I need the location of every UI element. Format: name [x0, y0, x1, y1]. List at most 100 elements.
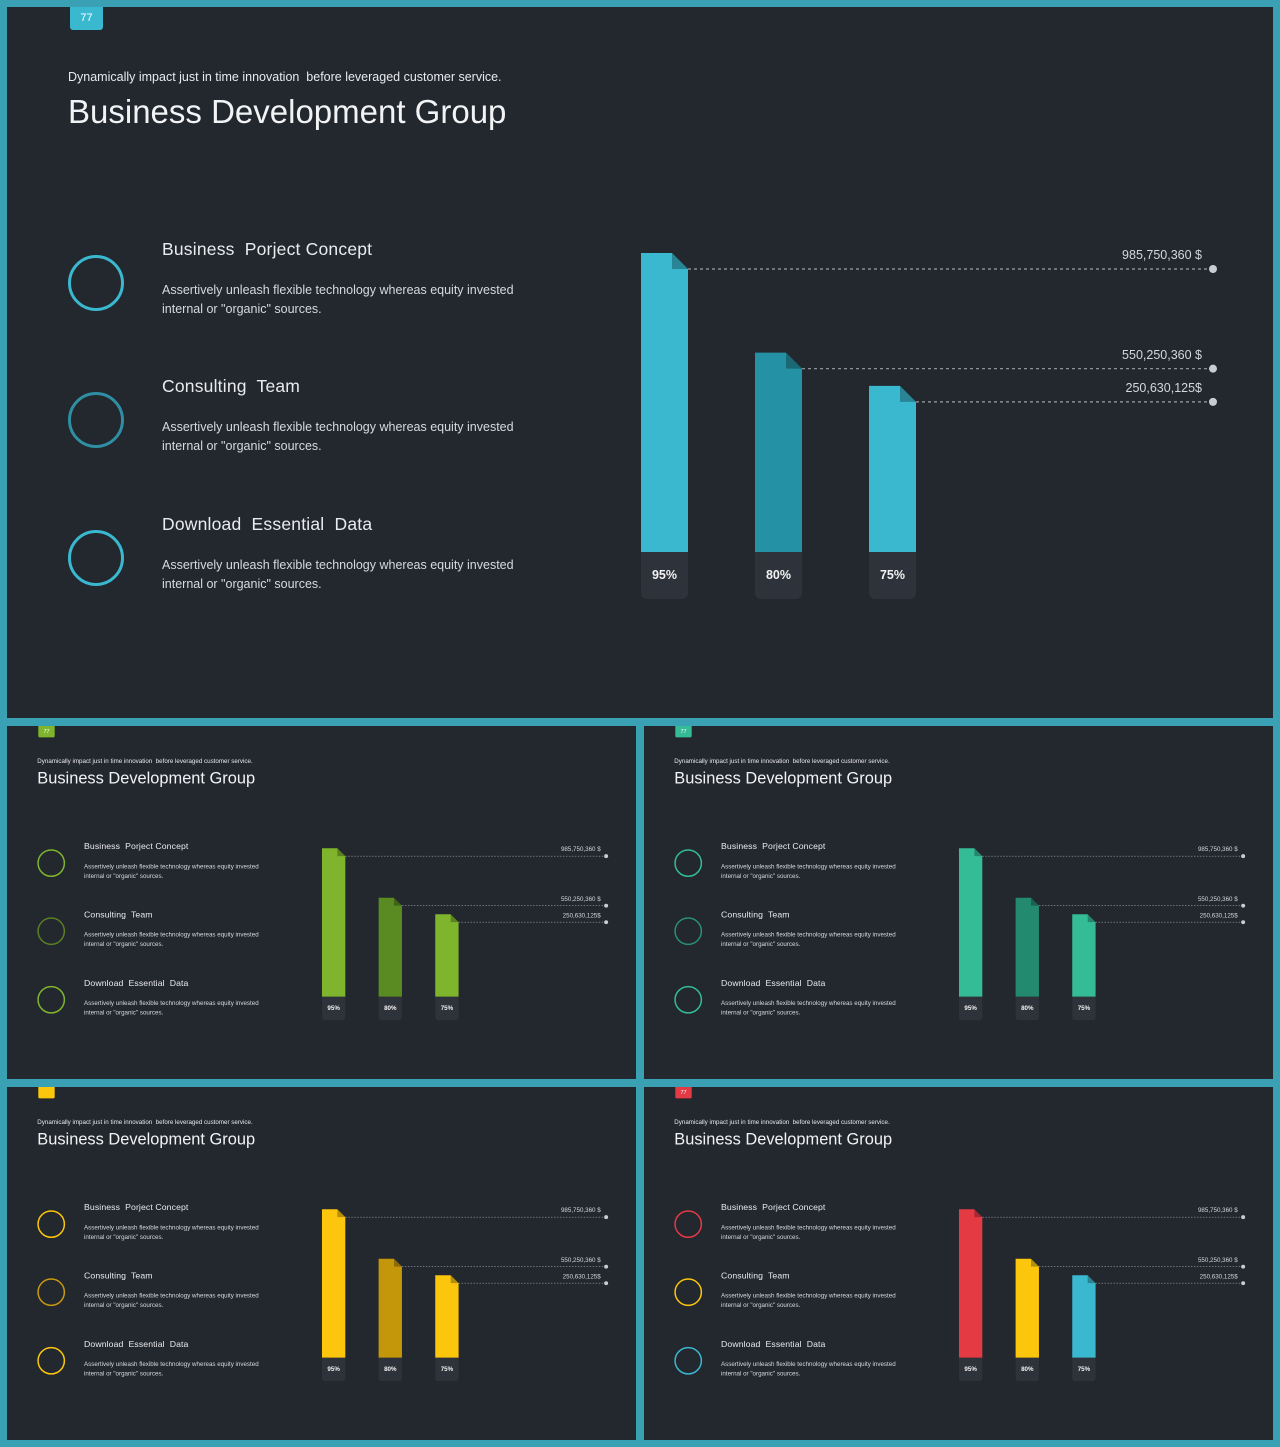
circle-icon — [674, 985, 703, 1014]
bar-percent-label: 75% — [1072, 996, 1096, 1021]
slide-title: Business Development Group — [68, 93, 507, 130]
item-title: Business Porject Concept — [84, 841, 189, 852]
value-label: 250,630,125$ — [1125, 380, 1202, 395]
circle-icon — [37, 1346, 66, 1375]
item-title: Download Essential Data — [162, 514, 373, 534]
slide-title: Business Development Group — [674, 768, 893, 788]
slide-number-badge — [38, 1087, 55, 1099]
item-title: Business Porject Concept — [721, 841, 826, 852]
slide-number-badge: 77 — [675, 1087, 692, 1099]
item-description: Assertively unleash flexible technology … — [84, 1360, 259, 1378]
bar-fold — [900, 385, 916, 402]
bar-percent-label: 95% — [321, 1357, 346, 1382]
bar-percent-label: 80% — [378, 996, 402, 1021]
slide-thumb-teal[interactable]: 77 Dynamically impact just in time innov… — [644, 726, 1273, 1079]
bar — [435, 1275, 459, 1358]
bar-fold — [1031, 1258, 1039, 1267]
item-title: Consulting Team — [721, 1270, 790, 1281]
bar-fold — [337, 848, 346, 857]
item-title: Consulting Team — [84, 1270, 153, 1281]
circle-icon — [37, 1278, 66, 1307]
bar-percent-label: 75% — [435, 996, 459, 1021]
bar — [378, 897, 402, 997]
value-label: 250,630,125$ — [1199, 911, 1238, 919]
bar-fold — [672, 253, 688, 269]
bar — [869, 385, 916, 552]
item-title: Consulting Team — [721, 909, 790, 920]
list-item-business-concept: Business Porject Concept Assertively unl… — [37, 1202, 295, 1247]
slide-title: Business Development Group — [674, 1129, 893, 1149]
leader-dot — [1241, 920, 1246, 925]
bar-fold — [974, 848, 983, 857]
bar — [1072, 1275, 1096, 1358]
slide-thumb-green[interactable]: 77 Dynamically impact just in time innov… — [7, 726, 636, 1079]
value-label: 250,630,125$ — [562, 911, 601, 919]
bar-chart — [958, 848, 1246, 997]
value-label: 550,250,360 $ — [1197, 895, 1238, 903]
list-item-download-data: Download Essential Data Assertively unle… — [68, 514, 588, 603]
list-item-business-concept: Business Porject Concept Assertively unl… — [68, 239, 588, 328]
item-description: Assertively unleash flexible technology … — [162, 420, 514, 453]
bar-fold — [450, 1275, 459, 1284]
item-title: Consulting Team — [162, 376, 301, 396]
bar-fold — [337, 1209, 346, 1218]
circle-icon — [674, 917, 703, 946]
bar — [321, 1209, 346, 1358]
item-description: Assertively unleash flexible technology … — [162, 558, 514, 591]
list-item-consulting-team: Consulting Team Assertively unleash flex… — [674, 1270, 932, 1315]
value-label: 985,750,360 $ — [1197, 1206, 1238, 1214]
slide-number-badge: 77 — [675, 726, 692, 738]
bar-percent-label: 75% — [1072, 1357, 1096, 1382]
slide-main[interactable]: 77 Dynamically impact just in time innov… — [7, 7, 1273, 718]
leader-dot — [604, 1281, 609, 1286]
item-description: Assertively unleash flexible technology … — [84, 999, 259, 1017]
value-label: 550,250,360 $ — [560, 895, 601, 903]
leader-dot — [1241, 903, 1246, 908]
bar-fold — [1087, 1275, 1096, 1284]
list-item-business-concept: Business Porject Concept Assertively unl… — [674, 1202, 932, 1247]
leader-dot — [604, 903, 609, 908]
bar — [641, 253, 688, 552]
bar-chart — [321, 848, 609, 997]
value-label: 985,750,360 $ — [560, 845, 601, 853]
value-label: 985,750,360 $ — [1197, 845, 1238, 853]
bar-fold — [786, 352, 802, 369]
bar-percent-label: 75% — [869, 552, 916, 599]
item-description: Assertively unleash flexible technology … — [721, 931, 896, 948]
circle-icon — [37, 985, 66, 1014]
bar-percent-label: 80% — [1015, 1357, 1039, 1382]
slide-thumb-multicolor[interactable]: 77 Dynamically impact just in time innov… — [644, 1087, 1273, 1440]
leader-dot — [604, 854, 609, 859]
list-item-business-concept: Business Porject Concept Assertively unl… — [674, 841, 932, 886]
leader-dot — [1241, 1264, 1246, 1269]
item-title: Consulting Team — [84, 909, 153, 920]
item-description: Assertively unleash flexible technology … — [721, 1224, 896, 1241]
circle-icon — [674, 1278, 703, 1307]
item-description: Assertively unleash flexible technology … — [162, 283, 514, 316]
list-item-consulting-team: Consulting Team Assertively unleash flex… — [68, 376, 588, 465]
item-description: Assertively unleash flexible technology … — [721, 863, 896, 880]
item-description: Assertively unleash flexible technology … — [84, 863, 259, 880]
list-item-download-data: Download Essential Data Assertively unle… — [37, 978, 295, 1022]
bar-chart — [321, 1209, 609, 1358]
value-label: 250,630,125$ — [562, 1272, 601, 1280]
item-title: Download Essential Data — [84, 977, 189, 988]
bar — [958, 1209, 983, 1358]
slide-title: Business Development Group — [37, 768, 256, 788]
bar — [1015, 897, 1039, 997]
bar-percent-label: 95% — [321, 996, 346, 1021]
bar-percent-label: 95% — [641, 552, 688, 599]
list-item-business-concept: Business Porject Concept Assertively unl… — [37, 841, 295, 886]
value-label: 985,750,360 $ — [560, 1206, 601, 1214]
bar — [1015, 1258, 1039, 1358]
item-description: Assertively unleash flexible technology … — [84, 1224, 259, 1241]
circle-icon — [674, 1210, 703, 1239]
item-description: Assertively unleash flexible technology … — [721, 1360, 896, 1378]
bar-chart — [641, 253, 1217, 552]
leader-dot — [604, 920, 609, 925]
slide-title: Business Development Group — [37, 1129, 256, 1149]
leader-dot — [1241, 854, 1246, 859]
list-item-download-data: Download Essential Data Assertively unle… — [674, 978, 932, 1022]
value-label: 550,250,360 $ — [1122, 347, 1202, 362]
slide-thumb-yellow[interactable]: Dynamically impact just in time innovati… — [7, 1087, 636, 1440]
